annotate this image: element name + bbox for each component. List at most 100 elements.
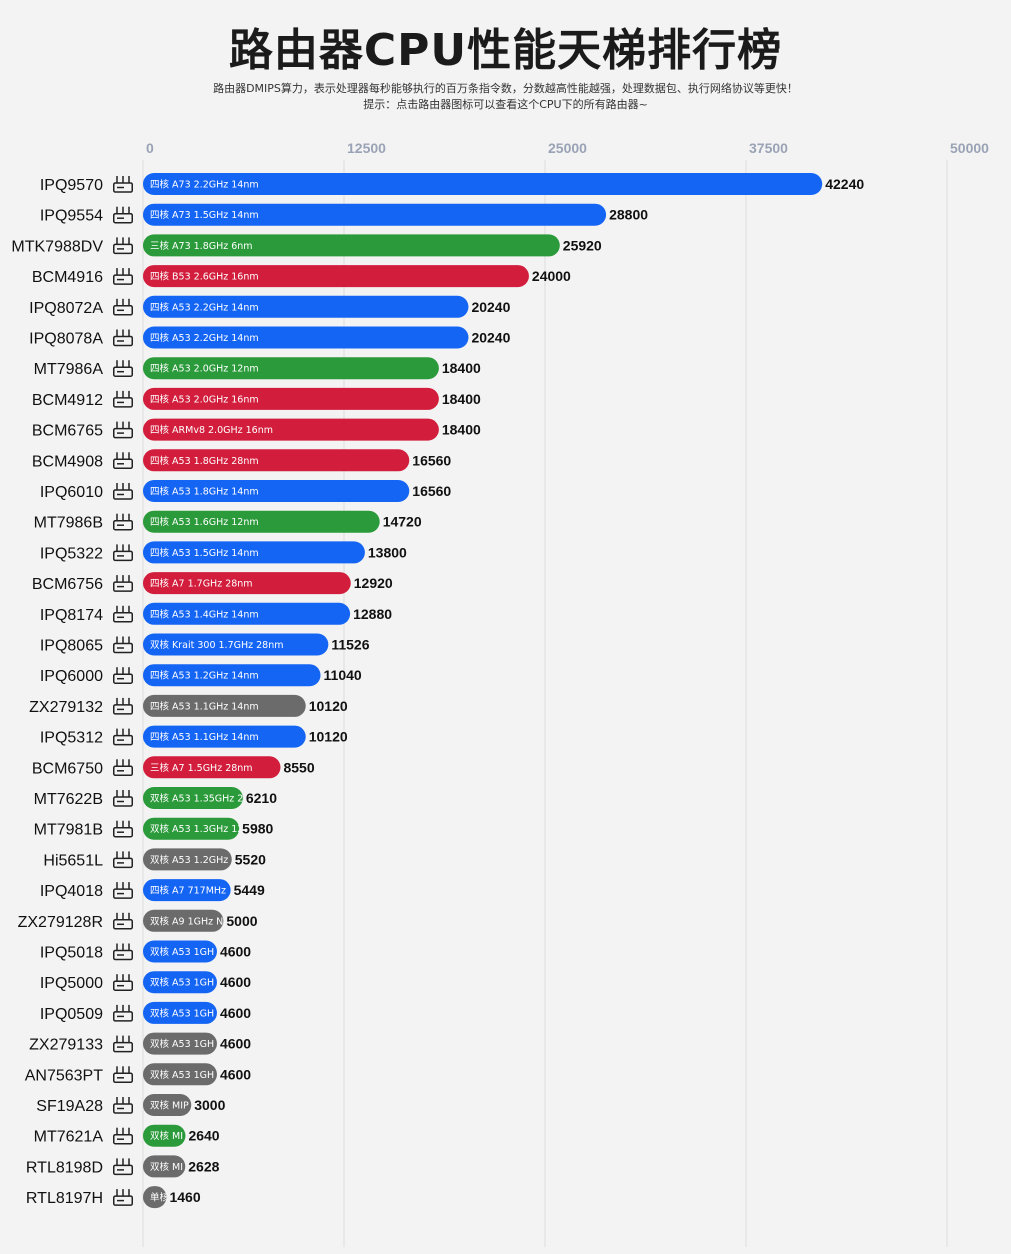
- bar[interactable]: [143, 572, 351, 595]
- bar[interactable]: [143, 234, 560, 257]
- bar-spec-label: 四核 A7 717MHz: [150, 885, 226, 897]
- router-icon[interactable]: [113, 390, 133, 408]
- bar-spec-label: 四核 A53 1.1GHz 14nm: [150, 700, 259, 712]
- router-icon[interactable]: [113, 237, 133, 255]
- value-label: 6210: [246, 790, 277, 806]
- router-icon[interactable]: [113, 298, 133, 316]
- router-icon[interactable]: [113, 759, 133, 777]
- bar-spec-label: 双核 MIP: [150, 1100, 189, 1112]
- bar[interactable]: [143, 848, 232, 871]
- value-label: 10120: [309, 698, 348, 714]
- bar[interactable]: [143, 1032, 217, 1055]
- bar[interactable]: [143, 1124, 186, 1147]
- bar-spec-label: 双核 MI: [150, 1130, 183, 1142]
- bar[interactable]: [143, 725, 306, 748]
- value-label: 12880: [353, 606, 392, 622]
- bar[interactable]: [143, 326, 469, 349]
- bar[interactable]: [143, 879, 231, 902]
- router-icon[interactable]: [113, 1066, 133, 1084]
- router-icon[interactable]: [113, 728, 133, 746]
- bar[interactable]: [143, 387, 439, 410]
- bar[interactable]: [143, 510, 380, 533]
- value-label: 14720: [383, 514, 422, 530]
- router-icon[interactable]: [113, 1158, 133, 1176]
- bar[interactable]: [143, 940, 217, 963]
- router-icon[interactable]: [113, 360, 133, 377]
- bar-spec-label: 双核 A53 1.2GHz: [150, 854, 228, 866]
- bar[interactable]: [143, 480, 410, 502]
- bar[interactable]: [143, 1094, 192, 1116]
- bar-spec-label: 双核 Krait 300 1.7GHz 28nm: [150, 639, 284, 651]
- chip-name-label: IPQ5000: [40, 975, 103, 992]
- bar[interactable]: [143, 664, 321, 687]
- bar[interactable]: [143, 357, 439, 380]
- bar-spec-label: 四核 A53 1.1GHz 14nm: [150, 731, 259, 743]
- chart-row: IPQ8078A 四核 A53 2.2GHz 14nm 20240: [29, 326, 511, 349]
- bar[interactable]: [143, 1155, 186, 1178]
- chart-row: MT7986A 四核 A53 2.0GHz 12nm 18400: [34, 357, 481, 380]
- bar[interactable]: [143, 787, 243, 809]
- chip-name-label: BCM4916: [32, 269, 103, 286]
- bar[interactable]: [143, 418, 439, 441]
- bar[interactable]: [143, 449, 410, 472]
- bar[interactable]: [143, 295, 469, 318]
- chart-row: BCM6765 四核 ARMv8 2.0GHz 16nm 18400: [32, 418, 481, 441]
- chart-row: BCM4916 四核 B53 2.6GHz 16nm 24000: [32, 265, 571, 288]
- bar[interactable]: [143, 1001, 217, 1024]
- bar[interactable]: [143, 1186, 167, 1209]
- bar[interactable]: [143, 265, 529, 288]
- value-label: 2640: [188, 1128, 219, 1144]
- x-tick-label: 37500: [749, 140, 788, 156]
- router-icon[interactable]: [113, 1127, 133, 1145]
- router-icon[interactable]: [113, 790, 133, 807]
- router-icon[interactable]: [113, 851, 133, 869]
- value-label: 42240: [825, 176, 864, 192]
- bar[interactable]: [143, 817, 240, 840]
- bar-spec-label: 单核: [150, 1192, 170, 1204]
- bar[interactable]: [143, 173, 823, 195]
- router-icon[interactable]: [113, 1004, 133, 1022]
- router-icon[interactable]: [113, 943, 133, 961]
- router-icon[interactable]: [113, 483, 133, 500]
- page-subtitle: 路由器DMIPS算力，表示处理器每秒能够执行的百万条指令数，分数越高性能越强，处…: [213, 82, 798, 95]
- bar[interactable]: [143, 909, 224, 932]
- router-icon[interactable]: [113, 605, 133, 623]
- router-icon[interactable]: [113, 636, 133, 654]
- router-icon[interactable]: [113, 697, 133, 715]
- bar[interactable]: [143, 633, 329, 656]
- bar-spec-label: 四核 A53 1.8GHz 14nm: [150, 486, 259, 498]
- bar[interactable]: [143, 602, 351, 625]
- bar[interactable]: [143, 541, 365, 564]
- value-label: 24000: [532, 268, 571, 284]
- router-icon[interactable]: [113, 268, 133, 285]
- router-icon[interactable]: [113, 513, 133, 531]
- router-icon[interactable]: [113, 575, 133, 592]
- router-icon[interactable]: [113, 1189, 133, 1206]
- router-icon[interactable]: [113, 329, 133, 347]
- router-icon[interactable]: [113, 421, 133, 439]
- bar[interactable]: [143, 1063, 217, 1086]
- router-icon[interactable]: [113, 882, 133, 899]
- x-tick-label: 25000: [548, 140, 587, 156]
- chart-row: IPQ5000 双核 A53 1GH 4600: [40, 971, 251, 994]
- router-icon[interactable]: [113, 544, 133, 562]
- bar[interactable]: [143, 756, 281, 779]
- router-icon[interactable]: [113, 820, 133, 838]
- bar[interactable]: [143, 203, 607, 226]
- chart-row: BCM6750 三核 A7 1.5GHz 28nm 8550: [32, 756, 315, 779]
- bar-spec-label: 四核 A53 1.5GHz 14nm: [150, 547, 259, 559]
- router-icon[interactable]: [113, 1035, 133, 1053]
- value-label: 18400: [442, 360, 481, 376]
- chart-row: ZX279128R 双核 A9 1GHz N 5000: [18, 909, 258, 932]
- router-icon[interactable]: [113, 667, 133, 684]
- router-icon[interactable]: [113, 1097, 133, 1114]
- bar-spec-label: 四核 A53 2.2GHz 14nm: [150, 301, 259, 313]
- bar[interactable]: [143, 694, 306, 717]
- router-icon[interactable]: [113, 912, 133, 930]
- router-icon[interactable]: [113, 974, 133, 991]
- router-icon[interactable]: [113, 176, 133, 193]
- router-icon[interactable]: [113, 206, 133, 224]
- bar[interactable]: [143, 971, 217, 994]
- router-icon[interactable]: [113, 452, 133, 470]
